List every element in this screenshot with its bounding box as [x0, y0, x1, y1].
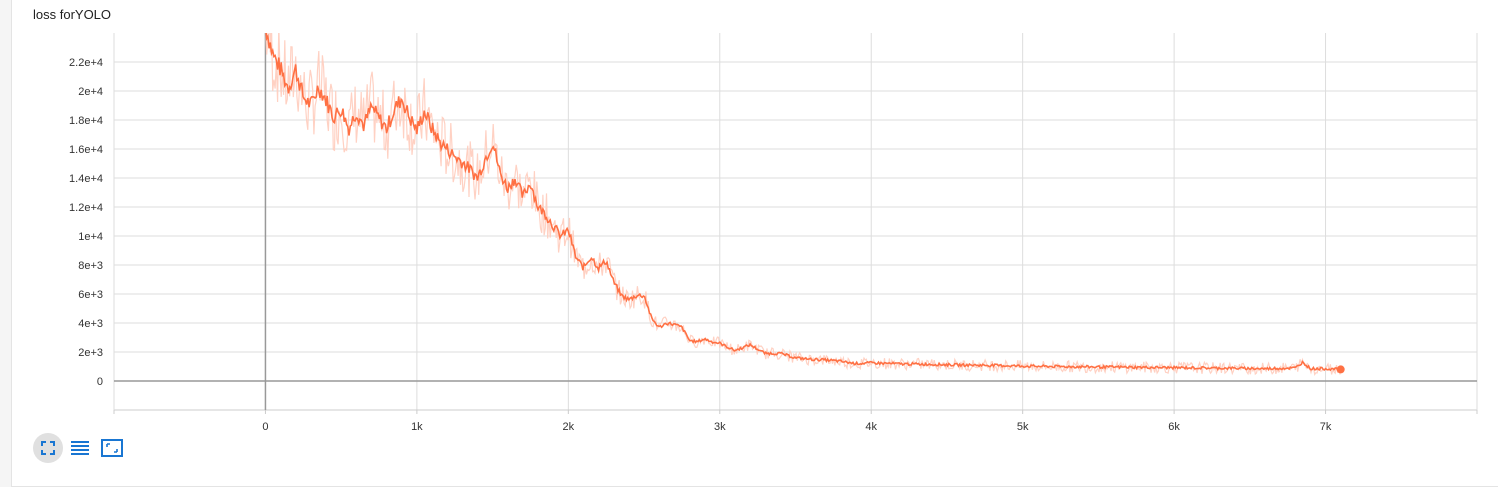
- smoothed-loss-line: [265, 33, 1341, 372]
- fit-domain-icon: [101, 439, 123, 457]
- chart-title: loss forYOLO: [33, 7, 112, 22]
- chart-card: [11, 0, 1498, 487]
- tick-labels-layer: 0 2e+3 4e+3 6e+3 8e+3 1e+4 1.2e+4 1.4e+4 1.6e+4 1…: [69, 57, 1332, 430]
- y-tick-label: 2e+4: [78, 86, 103, 98]
- fit-domain-button[interactable]: [97, 433, 127, 463]
- raw-series-layer: [265, 33, 1341, 377]
- x-tick-label: 7k: [1320, 421, 1332, 430]
- list-lines-icon: [71, 441, 89, 455]
- smoothed-series-layer: [265, 33, 1345, 374]
- x-tick-label: 6k: [1168, 421, 1180, 430]
- y-tick-label: 1e+4: [78, 231, 103, 243]
- toggle-log-scale-button[interactable]: [65, 433, 95, 463]
- raw-loss-line: [265, 33, 1341, 377]
- x-tick-label: 4k: [865, 421, 877, 430]
- y-tick-label: 2.2e+4: [69, 57, 103, 69]
- y-tick-label: 1.6e+4: [69, 144, 103, 156]
- y-tick-label: 1.4e+4: [69, 173, 103, 185]
- y-tick-label: 1.2e+4: [69, 202, 103, 214]
- y-tick-label: 2e+3: [78, 347, 103, 359]
- last-point-marker: [1336, 365, 1345, 374]
- x-tick-label: 5k: [1017, 421, 1029, 430]
- x-tick-label: 1k: [411, 421, 423, 430]
- loss-chart[interactable]: 0 2e+3 4e+3 6e+3 8e+3 1e+4 1.2e+4 1.4e+4 1.6e+4 1…: [0, 0, 1498, 430]
- fullscreen-icon: [41, 441, 55, 455]
- y-tick-label: 1.8e+4: [69, 115, 103, 127]
- axis-layer: [113, 33, 1478, 414]
- expand-chart-button[interactable]: [33, 433, 63, 463]
- y-tick-label: 4e+3: [78, 318, 103, 330]
- y-tick-label: 0: [97, 376, 103, 388]
- y-tick-label: 8e+3: [78, 260, 103, 272]
- y-tick-label: 6e+3: [78, 289, 103, 301]
- x-tick-label: 3k: [714, 421, 726, 430]
- x-tick-label: 0: [262, 421, 268, 430]
- x-tick-label: 2k: [563, 421, 575, 430]
